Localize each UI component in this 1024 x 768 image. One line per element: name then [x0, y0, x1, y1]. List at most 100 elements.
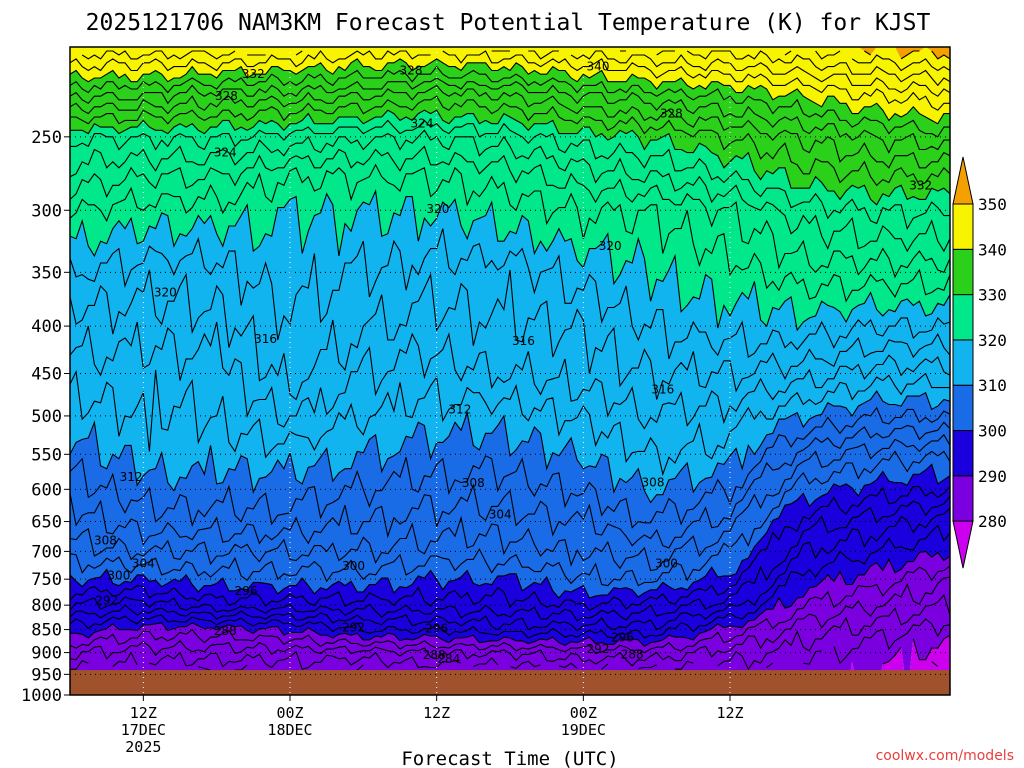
isentrope-286 — [70, 576, 950, 667]
colorbar-tick-label: 340 — [978, 240, 1007, 259]
x-tick-label: 17DEC — [121, 721, 166, 739]
isentrope-312 — [70, 369, 950, 477]
contour-label: 340 — [587, 60, 610, 74]
contour-label: 316 — [254, 332, 277, 346]
colorbar: 280 290 300 310 320 330 340 350 — [952, 156, 1007, 569]
y-tick-label: 850 — [31, 621, 62, 641]
isentrope-322 — [70, 163, 950, 303]
y-tick-label: 500 — [31, 407, 62, 427]
colorbar-tick-label: 310 — [978, 376, 1007, 395]
contour-label: 300 — [655, 556, 678, 570]
isentrope-316 — [70, 269, 950, 401]
isentrope-326 — [70, 129, 950, 253]
isentrope-298 — [70, 486, 950, 611]
contour-label: 324 — [214, 146, 237, 160]
contour-label: 292 — [587, 642, 610, 656]
grid-lines — [70, 47, 950, 695]
colorbar-tick-label: 350 — [978, 195, 1007, 214]
isentrope-306 — [70, 421, 950, 549]
isentrope-332 — [70, 95, 950, 187]
x-tick-label: 00Z — [570, 704, 597, 722]
y-tick-label: 800 — [31, 596, 62, 616]
contour-label: 312 — [120, 470, 143, 484]
isentrope-290 — [70, 550, 950, 647]
isentrope-342 — [70, 50, 950, 111]
isentrope-324 — [70, 145, 950, 279]
contour-label: 308 — [642, 476, 665, 490]
colorbar-tick-label: 290 — [978, 467, 1007, 486]
credit-text: coolwx.com/models — [876, 748, 1014, 764]
plot-frame — [69, 46, 951, 696]
x-tick-label: 2025 — [125, 738, 161, 756]
isentrope-340 — [70, 58, 950, 125]
colorbar-bottom-triangle — [952, 520, 974, 569]
isentrope-lines — [70, 50, 950, 671]
contour-label: 288 — [423, 648, 446, 662]
isentrope-328 — [70, 119, 950, 231]
temperature-fill-layer — [70, 47, 950, 695]
isentrope-292 — [70, 524, 950, 639]
theta-band-330 — [70, 58, 950, 205]
colorbar-segment — [952, 203, 974, 250]
isentrope-344 — [81, 50, 950, 97]
isentrope-320 — [70, 189, 950, 332]
y-tick-label: 750 — [31, 570, 62, 590]
isentrope-284 — [70, 593, 950, 671]
x-tick-label: 12Z — [716, 704, 743, 722]
isentrope-314 — [70, 321, 950, 430]
x-tick-label: 12Z — [423, 704, 450, 722]
contour-label: 308 — [462, 476, 485, 490]
contour-label: 304 — [489, 508, 512, 522]
contour-label: 316 — [512, 334, 535, 348]
y-tick-label: 1000 — [21, 686, 62, 706]
y-tick-label: 300 — [31, 201, 62, 221]
isentrope-304 — [70, 433, 950, 572]
y-axis: 250 300 350 400 450 500 550 600 650 700 750 800 850 9… — [21, 128, 70, 706]
contour-label: 296 — [235, 584, 258, 598]
y-tick-label: 600 — [31, 480, 62, 500]
contour-label: 296 — [611, 631, 634, 645]
contour-label: 332 — [242, 67, 265, 81]
contour-label: 288 — [621, 647, 644, 661]
colorbar-tick-label: 320 — [978, 331, 1007, 350]
contour-label: 296 — [425, 622, 448, 636]
y-tick-label: 900 — [31, 644, 62, 664]
colorbar-tick-label: 330 — [978, 286, 1007, 305]
x-tick-label: 00Z — [276, 704, 303, 722]
isentrope-310 — [70, 389, 950, 504]
y-tick-label: 950 — [31, 665, 62, 685]
colorbar-segment — [952, 248, 974, 296]
contour-label: 320 — [154, 286, 177, 300]
ground-surface — [70, 670, 950, 695]
y-tick-label: 250 — [31, 128, 62, 148]
isentrope-302 — [70, 450, 950, 587]
y-tick-label: 400 — [31, 317, 62, 337]
contour-labels: 3323283243203163123083043002962922883283… — [94, 60, 932, 666]
theta-band-280 — [70, 551, 950, 695]
isentrope-296 — [70, 495, 950, 622]
contour-label: 332 — [909, 178, 932, 192]
y-tick-label: 550 — [31, 445, 62, 465]
contour-label: 288 — [214, 624, 237, 638]
theta-band-340 — [70, 47, 950, 124]
theta-band-350 — [70, 47, 950, 59]
contour-label: 312 — [448, 402, 471, 416]
isentrope-338 — [70, 65, 950, 138]
isentrope-336 — [70, 77, 950, 154]
isentrope-346 — [620, 50, 950, 87]
contour-label: 292 — [95, 594, 118, 608]
x-tick-label: 12Z — [130, 704, 157, 722]
colorbar-segment — [952, 430, 974, 477]
isentrope-318 — [70, 228, 950, 360]
contour-label: 316 — [651, 382, 674, 396]
theta-band-310 — [70, 191, 950, 503]
colorbar-top-triangle — [952, 156, 974, 205]
contour-label: 300 — [107, 568, 130, 582]
y-tick-label: 450 — [31, 365, 62, 385]
contour-label: 320 — [599, 239, 622, 253]
isentrope-334 — [70, 84, 950, 169]
colorbar-segment — [952, 339, 974, 386]
theta-band-300 — [70, 391, 950, 598]
